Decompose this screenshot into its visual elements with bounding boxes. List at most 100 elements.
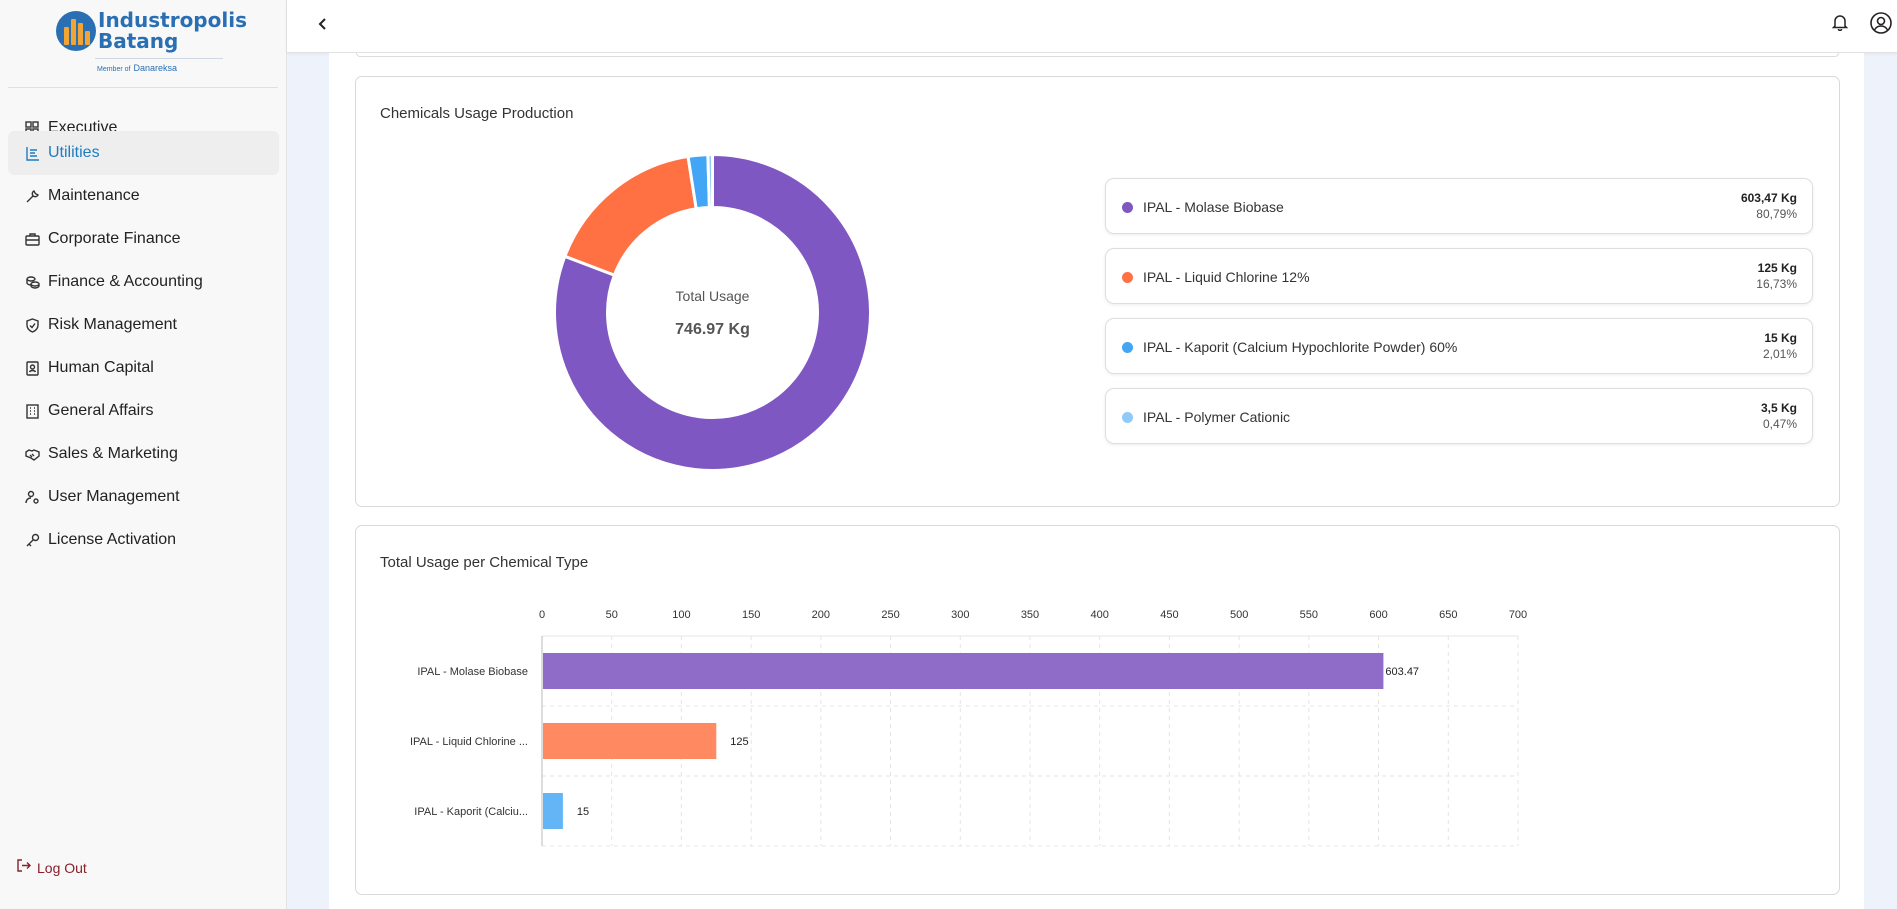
sidebar: Industropolis Batang Member of Danareksa … bbox=[0, 0, 287, 909]
donut-center-value: 746.97 Kg bbox=[675, 321, 750, 338]
user-circle-icon bbox=[1870, 11, 1892, 39]
brand-name-line2: Batang bbox=[98, 29, 179, 53]
x-tick-label: 650 bbox=[1439, 609, 1457, 621]
sidebar-item-risk-management[interactable]: Risk Management bbox=[8, 303, 279, 347]
chemicals-usage-card: Chemicals Usage Production Total Usage 7… bbox=[355, 76, 1840, 507]
sidebar-item-utilities[interactable]: Utilities bbox=[8, 131, 279, 175]
coins-icon bbox=[24, 274, 40, 290]
x-tick-label: 250 bbox=[881, 609, 899, 621]
x-tick-label: 400 bbox=[1091, 609, 1109, 621]
profile-button[interactable] bbox=[1869, 11, 1893, 39]
legend-percent: 0,47% bbox=[1762, 417, 1797, 431]
shield-icon bbox=[24, 317, 40, 333]
sidebar-item-user-management[interactable]: User Management bbox=[8, 475, 279, 519]
sidebar-item-label: Sales & Marketing bbox=[48, 445, 178, 462]
key-icon bbox=[24, 532, 40, 548]
donut-center: Total Usage 746.97 Kg bbox=[552, 152, 873, 473]
handshake-icon bbox=[24, 446, 40, 462]
x-tick-label: 300 bbox=[951, 609, 969, 621]
x-tick-label: 600 bbox=[1369, 609, 1387, 621]
sidebar-item-label: Utilities bbox=[48, 144, 100, 161]
x-tick-label: 700 bbox=[1509, 609, 1527, 621]
bar-value-label: 603.47 bbox=[1385, 666, 1419, 678]
sidebar-item-finance-accounting[interactable]: Finance & Accounting bbox=[8, 260, 279, 304]
sidebar-item-label: Finance & Accounting bbox=[48, 273, 203, 290]
x-tick-label: 500 bbox=[1230, 609, 1248, 621]
logout-icon bbox=[16, 858, 31, 878]
donut-slice[interactable] bbox=[706, 152, 714, 210]
legend-name: IPAL - Polymer Cationic bbox=[1143, 409, 1291, 425]
legend-color-dot bbox=[1122, 272, 1133, 283]
logout-button[interactable]: Log Out bbox=[16, 858, 87, 878]
legend-item[interactable]: IPAL - Liquid Chlorine 12% 125 Kg 16,73% bbox=[1105, 248, 1813, 304]
y-category-label: IPAL - Molase Biobase bbox=[417, 666, 528, 678]
legend-item[interactable]: IPAL - Molase Biobase 603,47 Kg 80,79% bbox=[1105, 178, 1813, 234]
card-title: Chemicals Usage Production bbox=[380, 105, 574, 122]
legend-percent: 80,79% bbox=[1756, 207, 1797, 221]
x-tick-label: 350 bbox=[1021, 609, 1039, 621]
logo-divider-line bbox=[95, 58, 223, 59]
legend-name: IPAL - Liquid Chlorine 12% bbox=[1143, 269, 1310, 285]
legend-value: 125 Kg bbox=[1757, 261, 1797, 275]
donut-chart-svg bbox=[553, 152, 872, 472]
topbar bbox=[287, 0, 1897, 53]
x-tick-label: 0 bbox=[539, 609, 545, 621]
x-tick-label: 200 bbox=[812, 609, 830, 621]
legend-value: 3,5 Kg bbox=[1760, 401, 1797, 415]
user-gear-icon bbox=[24, 489, 40, 505]
legend-percent: 2,01% bbox=[1762, 347, 1797, 361]
sidebar-item-human-capital[interactable]: Human Capital bbox=[8, 346, 279, 390]
member-name: Danareksa bbox=[133, 63, 177, 73]
donut-slice[interactable] bbox=[553, 152, 872, 472]
legend-value: 603,47 Kg bbox=[1740, 191, 1797, 205]
member-of-text: Member of Danareksa bbox=[97, 63, 177, 73]
sidebar-item-label: Risk Management bbox=[48, 316, 177, 333]
legend-item[interactable]: IPAL - Kaporit (Calcium Hypochlorite Pow… bbox=[1105, 318, 1813, 374]
sidebar-item-maintenance[interactable]: Maintenance bbox=[8, 174, 279, 218]
bar[interactable] bbox=[543, 723, 717, 759]
brand-name-line1: Industropolis bbox=[98, 8, 247, 32]
sidebar-item-general-affairs[interactable]: General Affairs bbox=[8, 389, 279, 433]
bar[interactable] bbox=[543, 793, 563, 829]
sidebar-item-sales-marketing[interactable]: Sales & Marketing bbox=[8, 432, 279, 476]
legend-color-dot bbox=[1122, 202, 1133, 213]
brand-logo[interactable]: Industropolis Batang Member of Danareksa bbox=[0, 0, 287, 88]
legend-name: IPAL - Kaporit (Calcium Hypochlorite Pow… bbox=[1143, 339, 1458, 355]
legend-value: 15 Kg bbox=[1764, 331, 1797, 345]
sidebar-divider bbox=[8, 87, 278, 88]
bar-chart-svg: 0 50 100 150 200 250 300 350 400 450 500 550 600 650 7… bbox=[410, 609, 1527, 847]
brand-name: Industropolis Batang bbox=[98, 10, 247, 52]
briefcase-icon bbox=[24, 231, 40, 247]
legend-percent: 16,73% bbox=[1756, 277, 1797, 291]
legend-item[interactable]: IPAL - Polymer Cationic 3,5 Kg 0,47% bbox=[1105, 388, 1813, 444]
legend-name: IPAL - Molase Biobase bbox=[1143, 199, 1284, 215]
sidebar-item-corporate-finance[interactable]: Corporate Finance bbox=[8, 217, 279, 261]
utilities-icon bbox=[24, 145, 40, 161]
sidebar-item-label: Human Capital bbox=[48, 359, 154, 376]
donut-center-label: Total Usage bbox=[675, 288, 750, 304]
industropolis-logo-icon bbox=[56, 11, 96, 51]
sidebar-item-label: Corporate Finance bbox=[48, 230, 181, 247]
legend-color-dot bbox=[1122, 412, 1133, 423]
x-tick-label: 150 bbox=[742, 609, 760, 621]
previous-card-edge bbox=[356, 53, 1839, 57]
card-title: Total Usage per Chemical Type bbox=[380, 554, 589, 571]
building-icon bbox=[24, 403, 40, 419]
sidebar-item-label: User Management bbox=[48, 488, 180, 505]
bar[interactable] bbox=[543, 653, 1384, 689]
x-tick-label: 100 bbox=[672, 609, 690, 621]
sidebar-item-label: License Activation bbox=[48, 531, 177, 548]
sidebar-item-license-activation[interactable]: License Activation bbox=[8, 518, 279, 562]
back-button[interactable] bbox=[313, 16, 333, 36]
x-tick-label: 550 bbox=[1300, 609, 1318, 621]
y-category-label: IPAL - Liquid Chlorine ... bbox=[410, 736, 528, 748]
wrench-icon bbox=[24, 188, 40, 204]
bar-value-label: 15 bbox=[577, 806, 589, 818]
legend-color-dot bbox=[1122, 342, 1133, 353]
chevron-left-icon bbox=[318, 17, 328, 35]
logout-label: Log Out bbox=[37, 860, 87, 876]
x-tick-label: 450 bbox=[1160, 609, 1178, 621]
id-badge-icon bbox=[24, 360, 40, 376]
notification-button[interactable] bbox=[1830, 15, 1850, 35]
sidebar-item-label: Maintenance bbox=[48, 187, 140, 204]
